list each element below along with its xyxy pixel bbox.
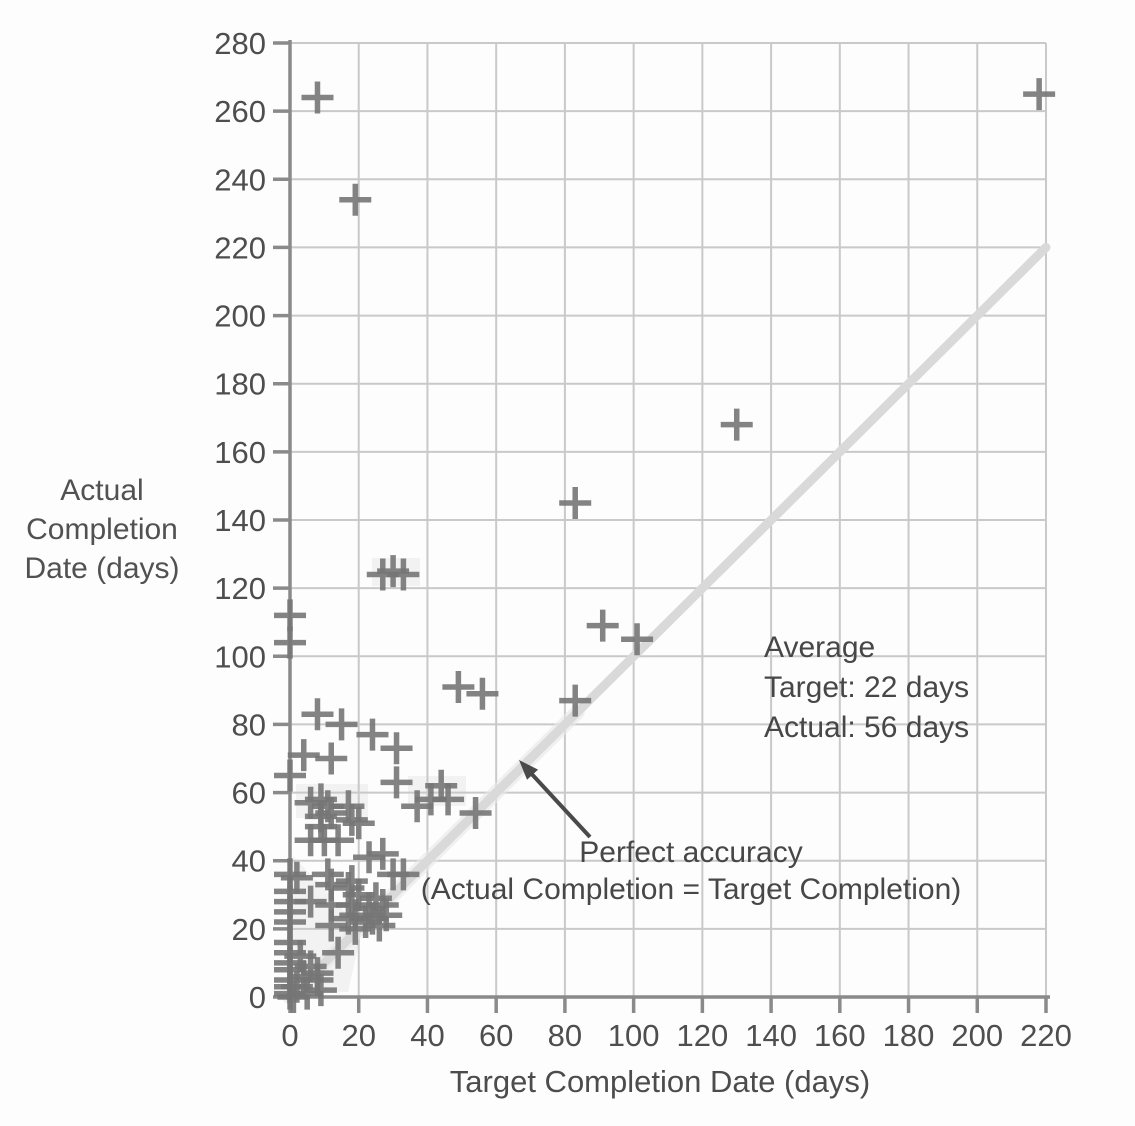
average-annotation: Average Target: 22 days Actual: 56 days [764,628,1064,748]
gridlines [290,42,1047,997]
y-tick-label: 140 [214,503,266,538]
data-point-marker [339,912,372,945]
data-point-marker [315,742,348,775]
x-tick-label: 120 [676,1018,728,1053]
y-tick-label: 260 [214,94,266,129]
diagonal-label-line1: Perfect accuracy [579,836,803,869]
x-tick-label: 60 [479,1018,513,1053]
data-point-marker [387,558,420,591]
data-point-marker [274,759,306,792]
arrow-head [519,760,539,780]
x-tick-label: 220 [1020,1018,1072,1053]
y-tick-label: 160 [214,435,266,470]
data-point-marker [366,837,399,870]
data-point-marker [459,797,492,830]
x-tick-label: 80 [548,1018,582,1053]
data-point-marker [353,841,386,874]
average-actual: Actual: 56 days [764,711,970,744]
data-point-marker [274,977,306,1010]
average-target: Target: 22 days [764,671,970,704]
x-tick-label: 100 [608,1018,660,1053]
y-axis-title: Actual Completion Date (days) [24,474,180,585]
y-tick-label: 20 [232,912,266,947]
data-point-marker [287,739,320,772]
y-tick-label: 60 [232,776,266,811]
y-tick-label: 40 [232,844,266,879]
x-axis-title: Target Completion Date (days) [449,1064,871,1099]
data-point-marker [442,670,475,703]
data-point-marker [380,732,413,765]
x-tick-label: 180 [883,1018,935,1053]
diagonal-label: Perfect accuracy (Actual Completion = Ta… [390,834,992,908]
data-points [274,78,1056,1013]
data-point-marker [342,878,375,911]
x-tick-label: 20 [341,1018,375,1053]
y-tick-label: 0 [249,980,266,1015]
data-point-marker [274,626,306,659]
data-point-marker [274,599,306,632]
y-tick-label: 80 [232,707,266,742]
data-point-marker [342,807,375,840]
data-point-marker [315,909,348,942]
data-point-marker [432,783,465,816]
data-point-marker [380,766,413,799]
data-point-marker [301,698,334,731]
diagonal-label-line2: (Actual Completion = Target Completion) [420,873,962,906]
x-tick-label: 200 [951,1018,1003,1053]
y-tick-label: 240 [214,162,266,197]
data-point-marker [720,408,753,441]
y-tick-label: 280 [214,26,266,61]
data-point-marker [621,623,654,656]
x-tick-label: 0 [281,1018,298,1053]
y-tick-label: 200 [214,299,266,334]
data-point-marker [356,718,389,751]
data-point-marker [280,861,313,894]
data-point-marker [559,684,592,717]
data-point-marker [466,677,499,710]
x-tick-label: 160 [814,1018,866,1053]
average-title: Average [764,631,876,664]
y-tick-label: 100 [214,639,266,674]
data-point-marker [387,858,420,891]
arrow-shaft [526,768,592,839]
tick-labels: 0 20 40 60 80 100 120 140 160 180 200 220 240 260 280 0… [214,26,1072,1053]
data-point-marker [322,824,355,857]
data-point-marker [339,183,372,216]
annotation-arrow [519,760,592,839]
data-point-marker [359,882,392,915]
data-point-marker [304,974,337,1007]
data-point-marker [586,609,619,642]
data-point-marker [559,486,592,519]
y-tick-label: 180 [214,367,266,402]
y-tick-label: 220 [214,230,266,265]
y-tick-label: 120 [214,571,266,606]
data-point-marker [335,803,368,836]
data-point-marker [322,936,355,969]
data-point-marker [301,81,334,114]
data-point-marker [332,790,365,823]
data-point-marker [1023,78,1056,111]
data-point-marker [325,708,358,741]
x-tick-label: 40 [410,1018,444,1053]
x-tick-label: 140 [745,1018,797,1053]
data-point-marker [363,909,396,942]
data-point-marker [401,790,434,823]
